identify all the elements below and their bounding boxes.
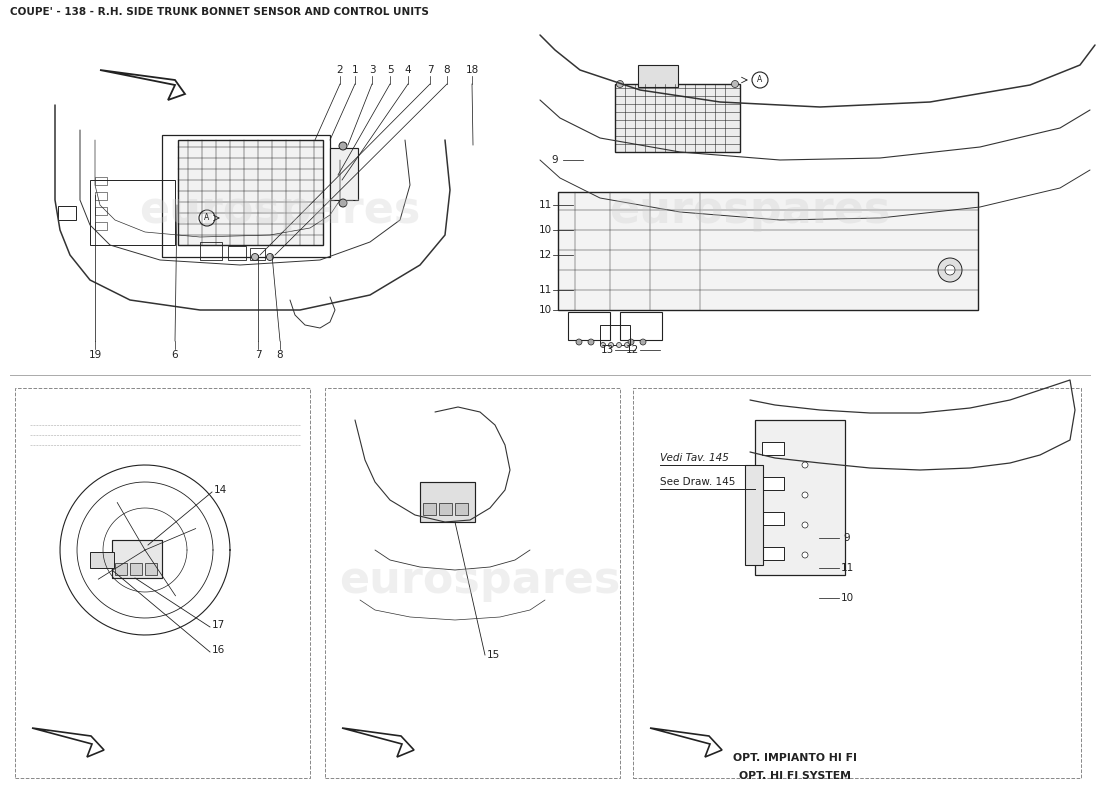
Text: 8: 8 [443, 65, 450, 75]
Text: 7: 7 [427, 65, 433, 75]
Bar [420, 482, 475, 522]
Circle shape [802, 492, 808, 498]
Bar [112, 540, 162, 578]
Bar [228, 246, 246, 260]
Text: A: A [758, 75, 762, 85]
Text: 7: 7 [255, 350, 262, 360]
Bar [632, 388, 1081, 778]
Bar [330, 148, 358, 200]
Text: 10: 10 [538, 305, 551, 315]
Text: 18: 18 [465, 65, 478, 75]
Bar [15, 388, 310, 778]
Bar [90, 180, 175, 245]
Text: 10: 10 [538, 225, 551, 235]
Text: 15: 15 [486, 650, 499, 660]
Bar [755, 420, 845, 575]
Text: 3: 3 [368, 65, 375, 75]
Bar [200, 242, 222, 260]
Circle shape [802, 552, 808, 558]
Bar [600, 325, 630, 345]
Text: 2: 2 [337, 65, 343, 75]
Circle shape [628, 339, 634, 345]
Text: 14: 14 [213, 485, 227, 495]
Text: eurospares: eurospares [609, 189, 891, 231]
Bar [620, 312, 662, 340]
Text: 4: 4 [405, 65, 411, 75]
Bar [130, 563, 142, 575]
Text: 19: 19 [88, 350, 101, 360]
Circle shape [625, 342, 629, 347]
Text: Vedi Tav. 145: Vedi Tav. 145 [660, 453, 729, 463]
Circle shape [802, 522, 808, 528]
Circle shape [945, 265, 955, 275]
Circle shape [266, 254, 274, 261]
Bar [178, 140, 323, 245]
Bar [58, 206, 76, 220]
Text: A: A [205, 214, 210, 222]
Text: 10: 10 [840, 593, 854, 603]
Bar [455, 503, 468, 515]
Circle shape [616, 81, 624, 87]
Bar [95, 207, 107, 215]
Text: 11: 11 [538, 200, 551, 210]
Bar [762, 547, 784, 560]
Text: 6: 6 [172, 350, 178, 360]
Bar [324, 388, 620, 778]
Circle shape [732, 81, 738, 87]
Polygon shape [100, 70, 185, 100]
Text: See Draw. 145: See Draw. 145 [660, 477, 736, 487]
Text: eurospares: eurospares [140, 189, 420, 231]
Polygon shape [342, 728, 414, 757]
Bar [745, 465, 763, 565]
Bar [145, 563, 157, 575]
Text: 16: 16 [211, 645, 224, 655]
Circle shape [576, 339, 582, 345]
Bar [424, 503, 436, 515]
Circle shape [339, 199, 346, 207]
Bar [162, 135, 330, 257]
Text: 5: 5 [387, 65, 394, 75]
Circle shape [252, 254, 258, 261]
Text: 12: 12 [538, 250, 551, 260]
Bar [90, 552, 114, 568]
Text: OPT. HI FI SYSTEM: OPT. HI FI SYSTEM [739, 771, 851, 781]
Polygon shape [650, 728, 722, 757]
Circle shape [601, 342, 605, 347]
Circle shape [802, 462, 808, 468]
Text: 9: 9 [552, 155, 559, 165]
Text: 11: 11 [840, 563, 854, 573]
Text: COUPE' - 138 - R.H. SIDE TRUNK BONNET SENSOR AND CONTROL UNITS: COUPE' - 138 - R.H. SIDE TRUNK BONNET SE… [10, 7, 429, 17]
Bar [439, 503, 452, 515]
Polygon shape [32, 728, 105, 757]
Circle shape [339, 142, 346, 150]
Bar [568, 312, 611, 340]
Bar [95, 222, 107, 230]
Text: 8: 8 [277, 350, 284, 360]
Bar [95, 192, 107, 200]
Bar [762, 442, 784, 455]
Circle shape [608, 342, 614, 347]
Circle shape [616, 342, 622, 347]
Bar [95, 177, 107, 185]
Text: 11: 11 [538, 285, 551, 295]
Circle shape [588, 339, 594, 345]
Circle shape [752, 72, 768, 88]
Bar [615, 84, 740, 152]
Circle shape [938, 258, 962, 282]
Bar [558, 192, 978, 310]
Text: 9: 9 [844, 533, 850, 543]
Text: 17: 17 [211, 620, 224, 630]
Bar [250, 248, 265, 260]
Text: OPT. IMPIANTO HI FI: OPT. IMPIANTO HI FI [733, 753, 857, 763]
Circle shape [199, 210, 214, 226]
Text: eurospares: eurospares [339, 558, 620, 602]
Text: 13: 13 [601, 345, 614, 355]
Bar [116, 563, 127, 575]
Text: 12: 12 [626, 345, 639, 355]
Text: 1: 1 [352, 65, 359, 75]
Circle shape [640, 339, 646, 345]
Bar [638, 65, 678, 87]
Bar [762, 512, 784, 525]
Bar [762, 477, 784, 490]
